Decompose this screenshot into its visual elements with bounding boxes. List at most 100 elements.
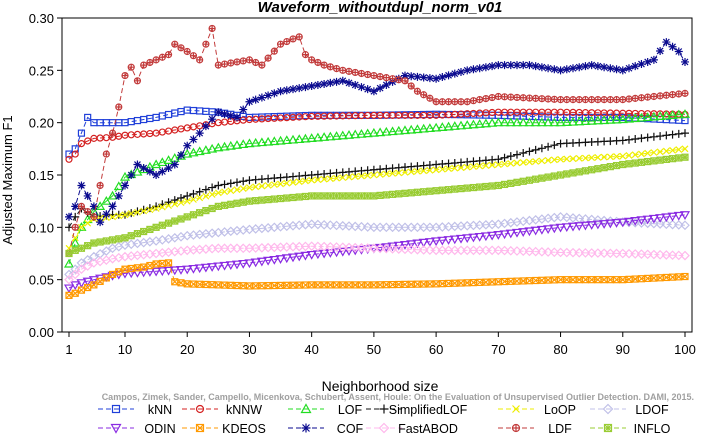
data-point (544, 95, 552, 103)
data-point (593, 215, 603, 225)
data-point (569, 155, 577, 163)
x-tick-label: 1 (65, 342, 72, 357)
data-point (362, 222, 373, 232)
data-point (612, 161, 621, 170)
data-point (543, 117, 554, 127)
data-point (611, 248, 622, 259)
data-point (251, 95, 260, 104)
data-point (171, 40, 179, 48)
data-point (537, 246, 547, 257)
data-point (667, 212, 678, 222)
data-point (581, 96, 590, 104)
data-point (232, 243, 242, 254)
data-point (681, 57, 689, 66)
x-tick-label: 10 (118, 342, 132, 357)
data-point (177, 194, 185, 203)
data-point (637, 134, 646, 143)
data-point (575, 168, 583, 176)
data-point (376, 191, 384, 200)
data-point (225, 243, 236, 254)
data-point (538, 157, 546, 165)
data-point (264, 195, 272, 204)
data-point (524, 117, 535, 127)
data-point (562, 65, 571, 74)
data-point (449, 121, 460, 130)
data-point (501, 160, 508, 168)
data-point (208, 24, 216, 33)
data-point (113, 181, 124, 191)
data-point (70, 281, 81, 291)
data-point (519, 177, 527, 185)
data-point (537, 63, 546, 72)
data-point (345, 78, 353, 87)
data-point (543, 247, 553, 257)
data-point (183, 213, 191, 221)
data-point (250, 137, 261, 147)
data-point (661, 219, 672, 230)
data-point (630, 113, 641, 123)
data-point (406, 244, 417, 255)
data-point (214, 189, 222, 197)
data-point (480, 118, 491, 128)
data-point (563, 96, 571, 104)
data-point (339, 174, 347, 182)
data-point (264, 91, 273, 100)
data-point (70, 264, 81, 275)
data-point (263, 256, 274, 266)
data-point (233, 199, 241, 207)
data-point (655, 219, 665, 229)
data-point (593, 248, 603, 258)
data-point (482, 94, 490, 103)
data-point (84, 208, 92, 216)
watermark: Campos, Zimek, Sander, Campello, Micenko… (102, 392, 694, 402)
data-point (437, 236, 448, 246)
x-axis-label: Neighborhood size (322, 378, 439, 394)
data-point (332, 77, 341, 86)
data-point (600, 164, 608, 172)
data-point (544, 173, 552, 181)
data-point (662, 91, 670, 99)
data-point (101, 246, 112, 256)
data-point (177, 151, 185, 160)
data-point (637, 60, 646, 69)
series-kdeos (65, 259, 689, 299)
data-point (499, 230, 510, 240)
data-point (289, 35, 297, 43)
data-point (239, 198, 247, 206)
data-point (530, 246, 541, 257)
data-point (152, 171, 161, 179)
data-point (331, 131, 342, 140)
data-point (642, 218, 653, 229)
data-point (401, 189, 409, 197)
data-point (438, 186, 446, 194)
data-point (326, 63, 334, 71)
data-point (369, 243, 379, 254)
legend-label: COF (337, 422, 364, 434)
data-point (77, 202, 86, 210)
data-point (356, 242, 367, 253)
data-point (164, 219, 173, 227)
legend-entry: INFLO (590, 422, 671, 436)
data-point (362, 128, 373, 138)
data-point (219, 141, 230, 151)
data-point (443, 245, 454, 256)
data-point (208, 183, 217, 192)
data-point (420, 188, 428, 196)
data-point (146, 206, 154, 214)
data-point (418, 123, 429, 133)
y-tick-label: 0.25 (29, 63, 54, 78)
data-point (151, 267, 162, 277)
data-point (320, 192, 328, 200)
data-point (127, 171, 136, 179)
data-point (276, 87, 285, 96)
data-point (387, 244, 398, 254)
data-point (245, 97, 254, 106)
data-point (656, 156, 664, 164)
data-point (139, 205, 148, 214)
data-point (494, 181, 502, 190)
data-point (362, 243, 373, 253)
series-inflo (65, 153, 689, 258)
legend-entry: COF (288, 422, 364, 436)
data-point (163, 266, 174, 276)
data-point (606, 163, 614, 171)
